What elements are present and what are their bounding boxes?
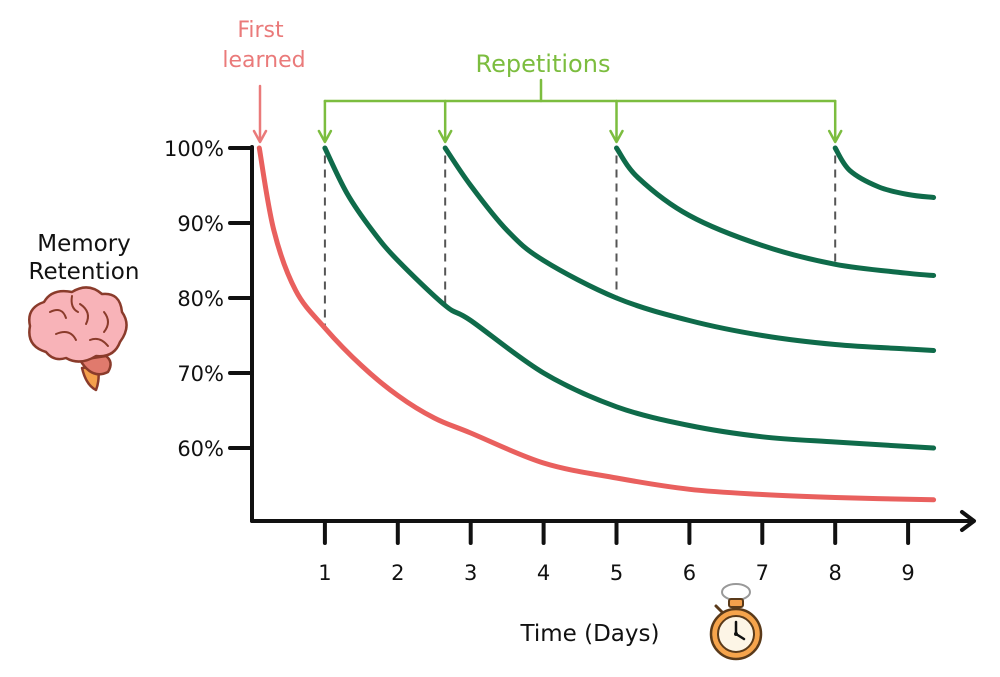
x-axis-title: Time (Days): [520, 621, 660, 647]
y-tick-label: 80%: [177, 287, 224, 311]
first-learned-label-line: learned: [222, 48, 305, 73]
repetition-4-curve: [832, 145, 937, 200]
first-learned-label: First learned: [222, 18, 305, 73]
x-tick-label: 2: [391, 561, 404, 585]
repetition-2-curve: [442, 145, 937, 353]
x-tick-label: 1: [318, 561, 331, 585]
repetition-arrowhead: [609, 129, 624, 144]
x-tick-label: 6: [683, 561, 696, 585]
x-axis-arrowhead: [960, 510, 976, 532]
repetition-drop-lines: [323, 155, 837, 328]
y-axis-labels: 100% 90% 80% 70% 60%: [164, 137, 224, 461]
y-axis-title-line-1: Memory: [37, 231, 131, 257]
x-tick-label: 8: [829, 561, 842, 585]
y-tick-label: 70%: [177, 362, 224, 386]
x-tick-label: 4: [537, 561, 550, 585]
repetition-1-curve: [322, 145, 937, 451]
repetitions-bracket-arrows: [323, 99, 837, 143]
x-tick-label: 9: [901, 561, 914, 585]
x-axis-labels: 1 2 3 4 5 6 7 8 9: [318, 561, 915, 585]
x-tick-label: 7: [756, 561, 769, 585]
forgetting-curves: [256, 145, 937, 503]
repetition-3-curve: [614, 145, 937, 278]
y-tick-label: 100%: [164, 137, 224, 161]
repetitions-bracket-arrowheads: [317, 129, 843, 144]
repetition-arrowhead: [317, 129, 333, 144]
x-tick-label: 5: [610, 561, 623, 585]
repetitions-label: Repetitions: [476, 50, 611, 78]
first-learned-arrowhead: [252, 129, 268, 144]
y-axis-ticks: [228, 146, 254, 450]
x-tick-label: 3: [464, 561, 477, 585]
x-axis-ticks: [322, 519, 911, 545]
repetition-arrowhead: [827, 129, 843, 144]
first-learned-label-line: First: [237, 18, 284, 43]
first-learned-curve: [256, 145, 937, 503]
y-tick-label: 60%: [177, 437, 224, 461]
first-learned-annotation: First learned: [222, 18, 306, 144]
brain-icon: [28, 286, 128, 392]
repetitions-annotation: Repetitions: [317, 50, 843, 144]
y-axis-title-line-2: Retention: [29, 259, 140, 285]
stopwatch-icon: [709, 583, 763, 661]
repetition-arrowhead: [437, 129, 453, 144]
y-tick-label: 90%: [177, 212, 224, 236]
